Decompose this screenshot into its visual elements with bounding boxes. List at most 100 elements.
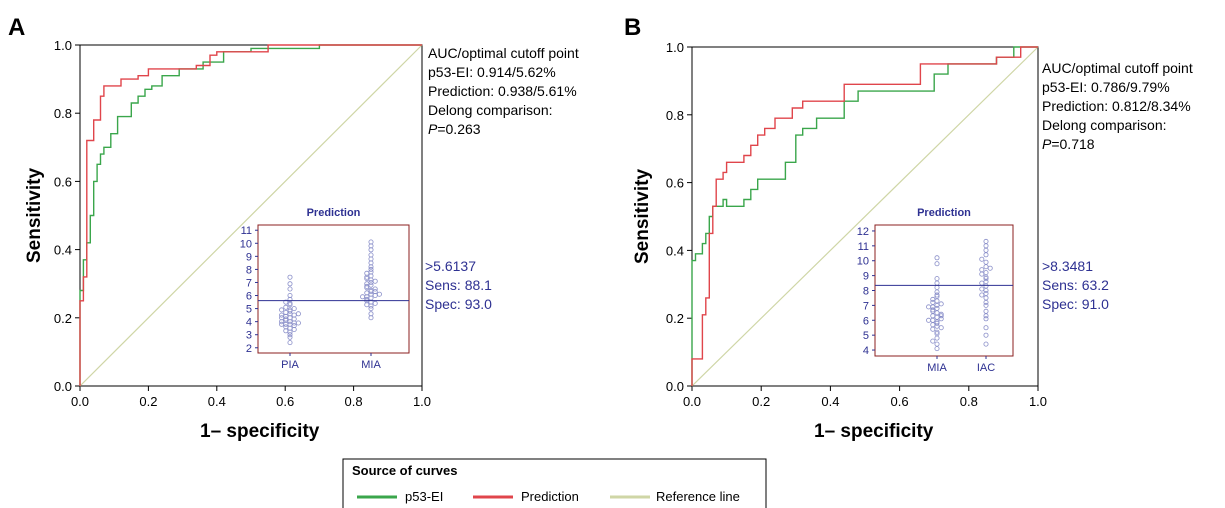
roc-panel-b: 0.0 0.2 0.4 0.6 0.8 1.0 0.0 0.2 0.4 0.6 0.8 1.0 1– s… bbox=[632, 40, 1193, 442]
x-tick-label: 0.8 bbox=[345, 394, 363, 409]
cutoff-stat: Sens: 88.1 bbox=[425, 277, 492, 293]
inset-dot bbox=[934, 346, 940, 352]
inset-dot bbox=[279, 321, 285, 327]
inset-dot bbox=[987, 265, 993, 271]
inset-dot bbox=[983, 274, 989, 280]
annotation-line: p53-EI: 0.914/5.62% bbox=[428, 64, 556, 80]
inset-frame bbox=[257, 224, 410, 354]
inset-y-tick-label: 11 bbox=[858, 241, 869, 253]
inset-y-tick-label: 10 bbox=[857, 256, 869, 268]
inset-dot bbox=[372, 286, 378, 292]
inset-y-tick-label: 4 bbox=[246, 317, 252, 329]
annotation-line: Prediction: 0.938/5.61% bbox=[428, 83, 577, 99]
inset-dot bbox=[930, 322, 936, 328]
inset-dot bbox=[983, 332, 989, 338]
inset-dot bbox=[934, 329, 940, 335]
y-tick-label: 0.6 bbox=[54, 174, 72, 189]
inset-dot bbox=[364, 283, 370, 289]
inset-dot bbox=[376, 291, 382, 297]
inset-dot bbox=[372, 278, 378, 284]
cutoff-stat: >5.6137 bbox=[425, 258, 476, 274]
inset-dot bbox=[934, 323, 940, 329]
inset-dot bbox=[930, 296, 936, 302]
roc-panel-a: 0.0 0.2 0.4 0.6 0.8 1.0 0.0 0.2 0.4 0.6 0.8 1.0 1– s… bbox=[24, 38, 579, 442]
inset-title: Prediction bbox=[917, 207, 971, 219]
inset-dot bbox=[934, 305, 940, 311]
inset-dot bbox=[287, 281, 293, 287]
x-tick-label: 0.2 bbox=[139, 394, 157, 409]
inset-dot bbox=[934, 320, 940, 326]
legend-title: Source of curves bbox=[352, 463, 458, 478]
legend-label-reference: Reference line bbox=[656, 489, 740, 504]
x-tick-label: 0.4 bbox=[821, 394, 839, 409]
cutoff-stat: Spec: 93.0 bbox=[425, 296, 492, 312]
inset-dot bbox=[368, 256, 374, 262]
y-tick-label: 1.0 bbox=[54, 38, 72, 53]
y-tick-label: 1.0 bbox=[666, 40, 684, 55]
y-tick-label: 0.4 bbox=[666, 243, 684, 258]
inset-dot bbox=[979, 292, 985, 298]
inset-y-tick-label: 8 bbox=[863, 286, 869, 298]
inset-title: Prediction bbox=[307, 207, 361, 219]
x-tick-label: 0.4 bbox=[208, 394, 226, 409]
panel-label-b: B bbox=[624, 14, 641, 41]
inset-dot bbox=[287, 292, 293, 298]
inset-category-label: IAC bbox=[977, 362, 995, 374]
legend: Source of curves p53-EI Prediction Refer… bbox=[342, 458, 767, 508]
legend-label-p53: p53-EI bbox=[405, 489, 443, 504]
inset-dot bbox=[291, 316, 297, 322]
x-tick-label: 1.0 bbox=[1029, 394, 1047, 409]
inset-dot bbox=[368, 266, 374, 272]
inset-dot bbox=[934, 255, 940, 261]
x-tick-label: 0.8 bbox=[960, 394, 978, 409]
inset-dot bbox=[983, 341, 989, 347]
inset-dot bbox=[287, 274, 293, 280]
inset-y-tick-label: 6 bbox=[863, 315, 869, 327]
inset-dot bbox=[938, 311, 944, 317]
inset-dot bbox=[983, 302, 989, 308]
inset-dot bbox=[938, 313, 944, 319]
inset-y-tick-label: 12 bbox=[857, 226, 869, 238]
annotation-line: Delong comparison: bbox=[428, 102, 553, 118]
inset-dot bbox=[979, 286, 985, 292]
inset-y-tick-label: 8 bbox=[246, 264, 252, 276]
inset-dot bbox=[364, 276, 370, 282]
series-line-reference-line bbox=[79, 44, 423, 387]
x-axis-title: 1– specificity bbox=[814, 421, 934, 442]
y-axis-title: Sensitivity bbox=[632, 169, 653, 264]
y-tick-label: 0.2 bbox=[54, 311, 72, 326]
inset-dot bbox=[934, 331, 940, 337]
inset-dot bbox=[983, 276, 989, 282]
x-tick-label: 0.6 bbox=[891, 394, 909, 409]
series-line-prediction bbox=[691, 46, 1038, 386]
inset-dot bbox=[279, 312, 285, 318]
inset-y-tick-label: 7 bbox=[863, 300, 869, 312]
annotation-line: AUC/optimal cutoff point bbox=[1042, 60, 1193, 76]
legend-frame bbox=[342, 458, 767, 508]
y-tick-label: 0.6 bbox=[666, 176, 684, 191]
inset-dot bbox=[983, 316, 989, 322]
inset-category-label: PIA bbox=[281, 359, 299, 371]
inset-y-tick-label: 4 bbox=[863, 345, 869, 357]
inset-dot bbox=[364, 281, 370, 287]
annotation-line: p53-EI: 0.786/9.79% bbox=[1042, 79, 1170, 95]
inset-dot bbox=[979, 271, 985, 277]
inset-dot bbox=[938, 301, 944, 307]
inset-dot bbox=[983, 313, 989, 319]
inset-dot bbox=[279, 307, 285, 313]
annotation-line: AUC/optimal cutoff point bbox=[428, 45, 579, 61]
inset-dot bbox=[372, 300, 378, 306]
annotation-line: P=0.718 bbox=[1042, 136, 1095, 152]
inset-dot bbox=[287, 340, 293, 346]
inset-category-label: MIA bbox=[361, 359, 381, 371]
inset-dot bbox=[287, 334, 293, 340]
legend-label-prediction: Prediction bbox=[521, 489, 579, 504]
inset-dot bbox=[295, 311, 301, 317]
inset-dot bbox=[364, 296, 370, 302]
inset-y-tick-label: 10 bbox=[240, 238, 252, 250]
inset-dot bbox=[287, 302, 293, 308]
inset-dot bbox=[930, 307, 936, 313]
inset-y-tick-label: 7 bbox=[246, 277, 252, 289]
y-tick-label: 0.8 bbox=[666, 108, 684, 123]
